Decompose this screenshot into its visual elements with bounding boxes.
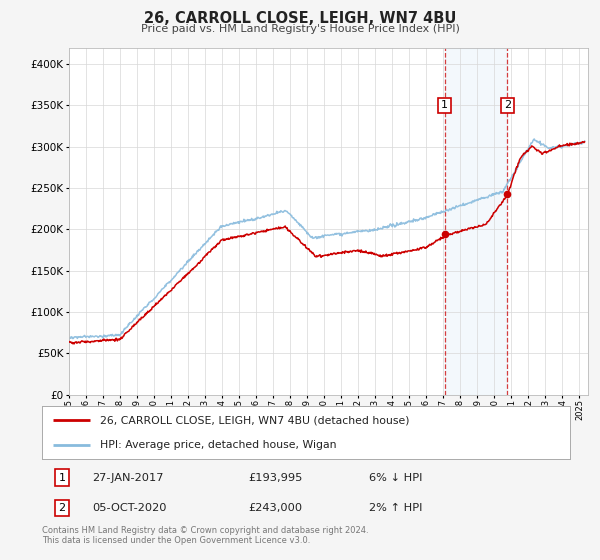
Text: 2: 2 bbox=[504, 100, 511, 110]
Text: 26, CARROLL CLOSE, LEIGH, WN7 4BU: 26, CARROLL CLOSE, LEIGH, WN7 4BU bbox=[144, 11, 456, 26]
Text: 05-OCT-2020: 05-OCT-2020 bbox=[92, 503, 167, 513]
Text: 6% ↓ HPI: 6% ↓ HPI bbox=[370, 473, 423, 483]
Text: Contains HM Land Registry data © Crown copyright and database right 2024.: Contains HM Land Registry data © Crown c… bbox=[42, 526, 368, 535]
Text: HPI: Average price, detached house, Wigan: HPI: Average price, detached house, Wiga… bbox=[100, 440, 337, 450]
Text: 2: 2 bbox=[59, 503, 65, 513]
Text: This data is licensed under the Open Government Licence v3.0.: This data is licensed under the Open Gov… bbox=[42, 536, 310, 545]
Text: 27-JAN-2017: 27-JAN-2017 bbox=[92, 473, 164, 483]
Text: £193,995: £193,995 bbox=[248, 473, 302, 483]
Text: 26, CARROLL CLOSE, LEIGH, WN7 4BU (detached house): 26, CARROLL CLOSE, LEIGH, WN7 4BU (detac… bbox=[100, 416, 410, 426]
Text: Price paid vs. HM Land Registry's House Price Index (HPI): Price paid vs. HM Land Registry's House … bbox=[140, 24, 460, 34]
Text: 1: 1 bbox=[59, 473, 65, 483]
Bar bbox=[445, 48, 508, 395]
Text: 2% ↑ HPI: 2% ↑ HPI bbox=[370, 503, 423, 513]
Text: £243,000: £243,000 bbox=[248, 503, 302, 513]
Text: 1: 1 bbox=[441, 100, 448, 110]
